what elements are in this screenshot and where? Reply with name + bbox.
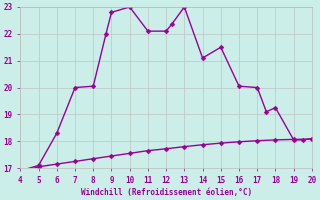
- X-axis label: Windchill (Refroidissement éolien,°C): Windchill (Refroidissement éolien,°C): [81, 188, 252, 197]
